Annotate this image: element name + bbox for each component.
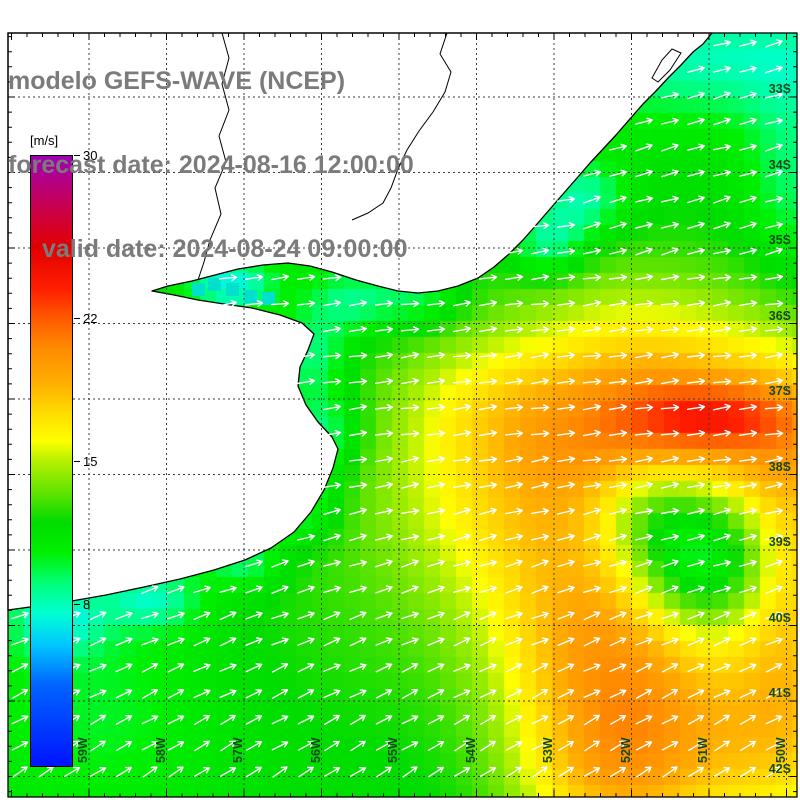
forecast-date: forecast date: 2024-08-16 12:00:00 xyxy=(8,151,414,179)
legend-tick-mark xyxy=(74,461,80,462)
title-block: modelo GEFS-WAVE (NCEP) forecast date: 2… xyxy=(8,11,414,319)
model-title: modelo GEFS-WAVE (NCEP) xyxy=(8,67,346,95)
land-coastline xyxy=(7,32,713,611)
legend-gradient-bar xyxy=(30,155,73,767)
legend-tick-label: 22 xyxy=(83,311,98,327)
country-border-line xyxy=(351,32,452,221)
frame-tick-marks xyxy=(8,33,797,797)
estuary-data-cell xyxy=(226,283,239,296)
legend-tick-mark xyxy=(74,603,80,605)
legend-tick-label: 15 xyxy=(83,454,98,469)
legend-unit-label: [m/s] xyxy=(30,133,59,148)
estuary-data-cell xyxy=(192,283,205,296)
estuary-data-cell xyxy=(262,292,275,305)
estuary-data-cell xyxy=(244,290,257,303)
wave-direction-arrows xyxy=(11,39,784,778)
color-legend: [m/s] 30 22 15 8 xyxy=(30,133,140,797)
estuary-data-cell xyxy=(208,278,221,291)
grid-lines xyxy=(8,33,797,797)
legend-tick-label: 8 xyxy=(83,596,91,612)
map-frame xyxy=(7,32,798,798)
legend-tick-mark xyxy=(74,155,80,156)
legend-tick-mark xyxy=(74,318,80,320)
legend-tick-label: 30 xyxy=(83,148,98,163)
river-border-line xyxy=(197,32,230,281)
coastal-lagoon-outline xyxy=(651,48,682,83)
valid-date: valid date: 2024-08-24 09:00:00 xyxy=(42,235,408,263)
